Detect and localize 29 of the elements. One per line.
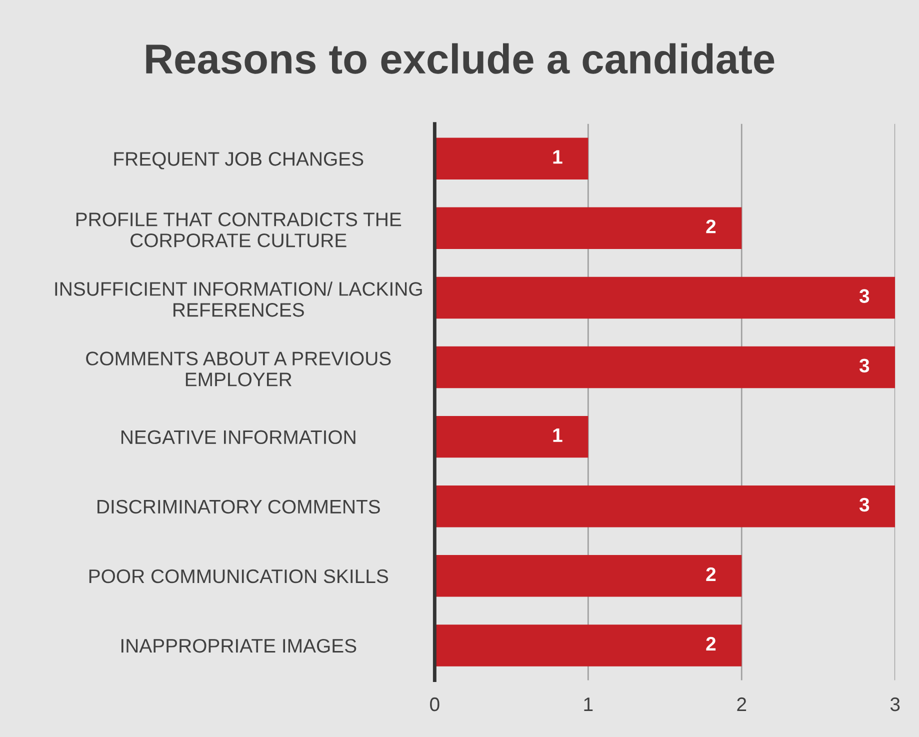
y-tick-label: FREQUENT JOB CHANGES [114, 152, 364, 170]
x-tick-label: 3 [890, 697, 900, 712]
data-label: 3 [859, 289, 870, 303]
bar [434, 276, 896, 319]
bar [434, 555, 742, 597]
bar [434, 486, 896, 528]
bar [434, 207, 742, 250]
data-label: 2 [706, 636, 716, 650]
x-tick-label: 1 [584, 698, 593, 712]
bar [434, 138, 588, 180]
data-label: 2 [706, 567, 716, 581]
x-tick-label: 2 [737, 697, 746, 712]
y-tick-label: DISCRIMINATORY COMMENTS [98, 500, 380, 514]
bar [434, 346, 896, 388]
x-tick-label: 0 [430, 697, 440, 712]
data-label: 1 [553, 150, 562, 164]
data-label: 1 [553, 428, 562, 442]
data-label: 3 [859, 498, 870, 512]
y-tick-label: PROFILE THAT CONTRADICTS THE CORPORATE CULTURE [76, 212, 402, 248]
y-tick-label: COMMENTS ABOUT A PREVIOUS EMPLOYER [86, 352, 391, 386]
y-tick-label: NEGATIVE INFORMATION [121, 430, 356, 444]
y-tick-label: INSUFFICIENT INFORMATION/ LACKING REFERENCES [55, 282, 422, 317]
chart-title: Reasons to exclude a candidate [146, 43, 774, 74]
data-label: 2 [706, 220, 716, 234]
y-tick-label: INAPPROPRIATE IMAGES [122, 638, 356, 653]
data-label: 3 [859, 358, 870, 373]
y-tick-label: POOR COMMUNICATION SKILLS [89, 569, 388, 584]
bar [434, 416, 588, 458]
bar [434, 624, 742, 666]
